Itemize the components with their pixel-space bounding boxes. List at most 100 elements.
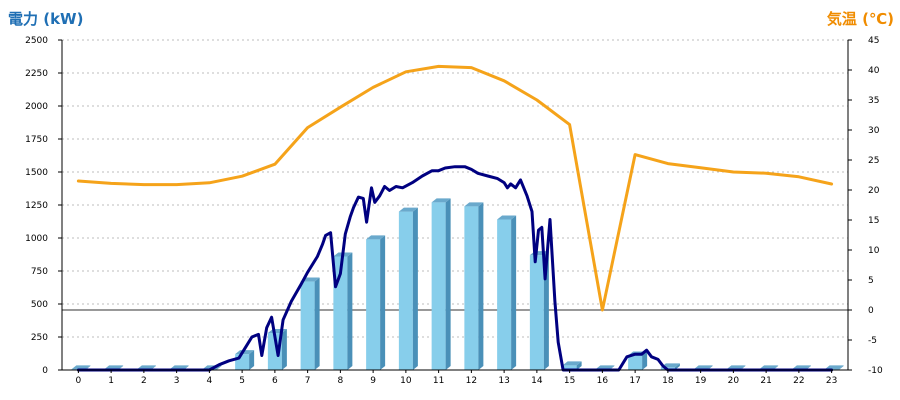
x-tick-label: 4 xyxy=(207,376,213,386)
bar-front xyxy=(562,365,577,370)
x-tick-label: 15 xyxy=(564,376,575,386)
left-tick-label: 250 xyxy=(31,333,48,343)
right-tick-label: 0 xyxy=(868,306,874,316)
bar-side xyxy=(511,215,517,370)
x-tick-label: 3 xyxy=(174,376,180,386)
bar-front xyxy=(366,239,381,370)
x-tick-label: 14 xyxy=(531,376,543,386)
left-tick-label: 2250 xyxy=(25,69,48,79)
bar-side xyxy=(478,202,484,370)
right-tick-label: 5 xyxy=(868,276,874,286)
bar-top xyxy=(726,365,746,370)
x-tick-label: 2 xyxy=(141,376,147,386)
x-tick-label: 17 xyxy=(629,376,640,386)
bar-top xyxy=(693,365,713,370)
tick-labels: 02505007501000125015001750200022502500-1… xyxy=(25,36,883,386)
power-line xyxy=(76,165,834,372)
bar-top xyxy=(562,361,582,366)
bar xyxy=(497,215,517,370)
right-tick-label: 40 xyxy=(868,66,880,76)
left-tick-label: 500 xyxy=(31,300,48,310)
bar-front xyxy=(529,255,544,370)
bar-side xyxy=(380,235,386,370)
bar xyxy=(431,198,451,370)
bar-top xyxy=(71,365,91,370)
bar xyxy=(235,350,255,370)
x-tick-label: 19 xyxy=(695,376,707,386)
gridlines xyxy=(62,39,848,338)
bar-side xyxy=(412,207,418,370)
bar-front xyxy=(431,202,446,370)
bar-top xyxy=(366,235,386,240)
right-tick-label: 10 xyxy=(868,246,880,256)
bar-top xyxy=(824,365,844,370)
bar-side xyxy=(281,329,287,370)
bar xyxy=(366,235,386,370)
bar-front xyxy=(464,206,479,370)
bar-top xyxy=(136,365,156,370)
x-tick-label: 12 xyxy=(466,376,477,386)
bar-side xyxy=(543,251,549,370)
right-tick-label: 45 xyxy=(868,36,879,46)
bar-side xyxy=(576,361,582,370)
bar xyxy=(562,361,582,370)
axes xyxy=(58,39,852,373)
x-tick-label: 22 xyxy=(793,376,804,386)
power-bars xyxy=(71,198,844,371)
series-lines xyxy=(76,64,834,372)
left-tick-label: 1750 xyxy=(25,135,48,145)
x-tick-label: 18 xyxy=(662,376,674,386)
right-tick-label: 30 xyxy=(868,126,880,136)
x-tick-label: 10 xyxy=(400,376,412,386)
x-tick-label: 23 xyxy=(826,376,837,386)
bar-side xyxy=(674,363,680,370)
bar-top xyxy=(398,207,418,212)
left-tick-label: 1500 xyxy=(25,168,48,178)
right-axis-title: 気温 (℃) xyxy=(827,10,894,28)
bar-top xyxy=(431,198,451,203)
bar-front xyxy=(628,355,643,370)
bar xyxy=(300,277,320,370)
left-tick-label: 2500 xyxy=(25,36,48,46)
bar-top xyxy=(791,365,811,370)
bar-front xyxy=(235,354,250,370)
bar-top xyxy=(169,365,189,370)
bar xyxy=(398,207,418,370)
bar-top xyxy=(759,365,779,370)
bar-top xyxy=(497,215,517,220)
bar-side xyxy=(347,252,353,370)
x-tick-label: 1 xyxy=(108,376,114,386)
left-tick-label: 750 xyxy=(31,267,48,277)
bar-top xyxy=(595,365,615,370)
right-tick-label: 25 xyxy=(868,156,879,166)
bar-top xyxy=(104,365,124,370)
temperature-line xyxy=(76,64,834,312)
bar-side xyxy=(216,365,222,370)
x-tick-label: 6 xyxy=(272,376,278,386)
x-tick-label: 16 xyxy=(597,376,609,386)
right-tick-label: 20 xyxy=(868,186,880,196)
right-tick-label: 35 xyxy=(868,96,879,106)
bar-side xyxy=(642,351,648,370)
right-tick-label: 15 xyxy=(868,216,879,226)
bar-side xyxy=(314,277,320,370)
left-tick-label: 2000 xyxy=(25,102,48,112)
bar xyxy=(333,252,353,370)
right-tick-label: -5 xyxy=(868,336,877,346)
x-tick-label: 11 xyxy=(433,376,444,386)
left-axis-title: 電力 (kW) xyxy=(8,10,83,28)
bar-top xyxy=(235,350,255,355)
bar xyxy=(529,251,549,370)
x-tick-label: 8 xyxy=(338,376,344,386)
left-tick-label: 1000 xyxy=(25,234,48,244)
left-tick-label: 0 xyxy=(42,366,48,376)
bar-front xyxy=(267,333,282,370)
bar xyxy=(464,202,484,370)
left-tick-label: 1250 xyxy=(25,201,48,211)
bar-front xyxy=(398,211,413,370)
bar-top xyxy=(464,202,484,207)
x-tick-label: 20 xyxy=(728,376,740,386)
bar-front xyxy=(300,281,315,370)
bar-side xyxy=(445,198,451,370)
